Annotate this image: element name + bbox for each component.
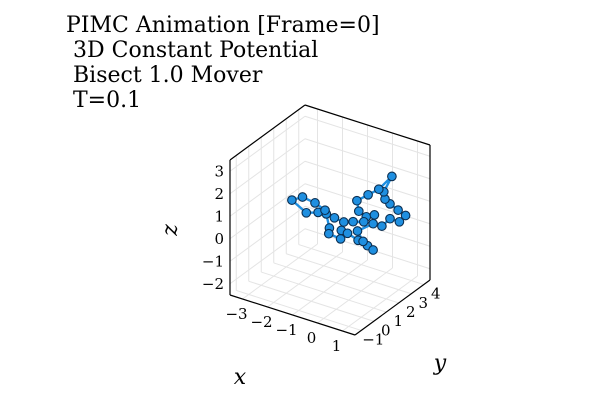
grid-line-z-sidewall bbox=[229, 205, 306, 262]
data-point bbox=[287, 195, 297, 205]
chart-title: PIMC Animation [Frame=0] 3D Constant Pot… bbox=[66, 13, 380, 113]
title-line-1: PIMC Animation [Frame=0] bbox=[66, 13, 380, 38]
data-point bbox=[358, 216, 369, 227]
grid-lines bbox=[229, 109, 431, 332]
z-tick-label: 0 bbox=[214, 230, 224, 248]
data-point bbox=[387, 171, 397, 182]
z-tick-label: 2 bbox=[214, 185, 224, 203]
x-axis-title: x bbox=[234, 365, 247, 390]
z-tick-label: −2 bbox=[202, 275, 224, 293]
grid-line-z-sidewall bbox=[229, 228, 306, 285]
grid-line-x-floor bbox=[242, 243, 318, 300]
data-point bbox=[377, 221, 387, 231]
axes-box bbox=[229, 104, 431, 336]
data-point bbox=[369, 210, 380, 220]
title-line-4: T=0.1 bbox=[66, 88, 141, 113]
data-point bbox=[363, 189, 373, 200]
axes-box-edge bbox=[354, 279, 431, 336]
data-point bbox=[310, 198, 320, 208]
data-point bbox=[352, 226, 363, 236]
data-point bbox=[342, 228, 353, 239]
y-tick-label: −1 bbox=[362, 330, 384, 348]
x-tick-label: 0 bbox=[307, 329, 317, 347]
grid-line-z-sidewall bbox=[229, 183, 306, 240]
y-tick-label: 1 bbox=[393, 312, 403, 330]
z-tick-label: 1 bbox=[214, 207, 224, 225]
data-point bbox=[348, 216, 358, 227]
data-point bbox=[368, 218, 378, 229]
grid-line-z-sidewall bbox=[229, 138, 306, 195]
grid-line-x-floor bbox=[292, 259, 368, 316]
data-point bbox=[301, 207, 312, 218]
title-line-3: Bisect 1.0 Mover bbox=[66, 63, 263, 88]
data-point bbox=[373, 184, 384, 195]
grid-line-y-floor bbox=[236, 289, 362, 331]
x-tick-label: −3 bbox=[225, 305, 247, 323]
y-axis-title: y bbox=[433, 351, 447, 376]
data-point bbox=[394, 216, 405, 227]
axes-box-edge bbox=[304, 104, 431, 146]
grid-line-y-floor bbox=[298, 244, 424, 286]
grid-line-z-sidewall bbox=[229, 160, 306, 217]
grid-line-z-backwall bbox=[304, 138, 431, 180]
y-tick-label: 3 bbox=[418, 294, 428, 312]
data-point bbox=[353, 206, 364, 217]
data-point bbox=[400, 210, 411, 221]
data-point bbox=[338, 217, 349, 227]
grid-line-x-floor bbox=[342, 275, 418, 332]
data-point bbox=[297, 192, 308, 202]
data-point bbox=[320, 205, 330, 216]
grid-line-x-floor bbox=[317, 267, 393, 324]
data-point bbox=[358, 236, 368, 247]
grid-line-y-floor bbox=[248, 280, 374, 322]
z-axis-title: z bbox=[158, 224, 183, 237]
z-tick-label: 3 bbox=[214, 162, 224, 180]
data-point bbox=[329, 212, 340, 223]
x-tick-label: 1 bbox=[332, 337, 342, 355]
y-tick-label: 2 bbox=[406, 303, 416, 321]
data-point bbox=[352, 195, 362, 206]
grid-line-z-backwall bbox=[304, 160, 431, 202]
data-point bbox=[385, 213, 395, 224]
data-series bbox=[287, 171, 411, 255]
data-point bbox=[323, 228, 334, 239]
y-tick-label: 0 bbox=[381, 321, 391, 339]
grid-line-z-sidewall bbox=[229, 115, 306, 172]
x-tick-label: −1 bbox=[275, 321, 297, 339]
grid-line-y-floor bbox=[273, 262, 399, 304]
y-tick-label: 4 bbox=[431, 285, 441, 303]
axes-box-edge bbox=[229, 294, 356, 336]
grid-line-z-backwall bbox=[304, 115, 431, 157]
grid-line-x-floor bbox=[267, 251, 343, 308]
z-tick-label: −1 bbox=[202, 252, 224, 270]
data-point bbox=[393, 205, 403, 215]
grid-line-y-floor bbox=[286, 253, 412, 295]
grid-line-y-floor bbox=[261, 271, 387, 313]
data-point bbox=[368, 245, 378, 255]
title-line-2: 3D Constant Potential bbox=[66, 38, 318, 63]
x-tick-label: −2 bbox=[250, 313, 272, 331]
axes-box-edge bbox=[229, 104, 306, 161]
